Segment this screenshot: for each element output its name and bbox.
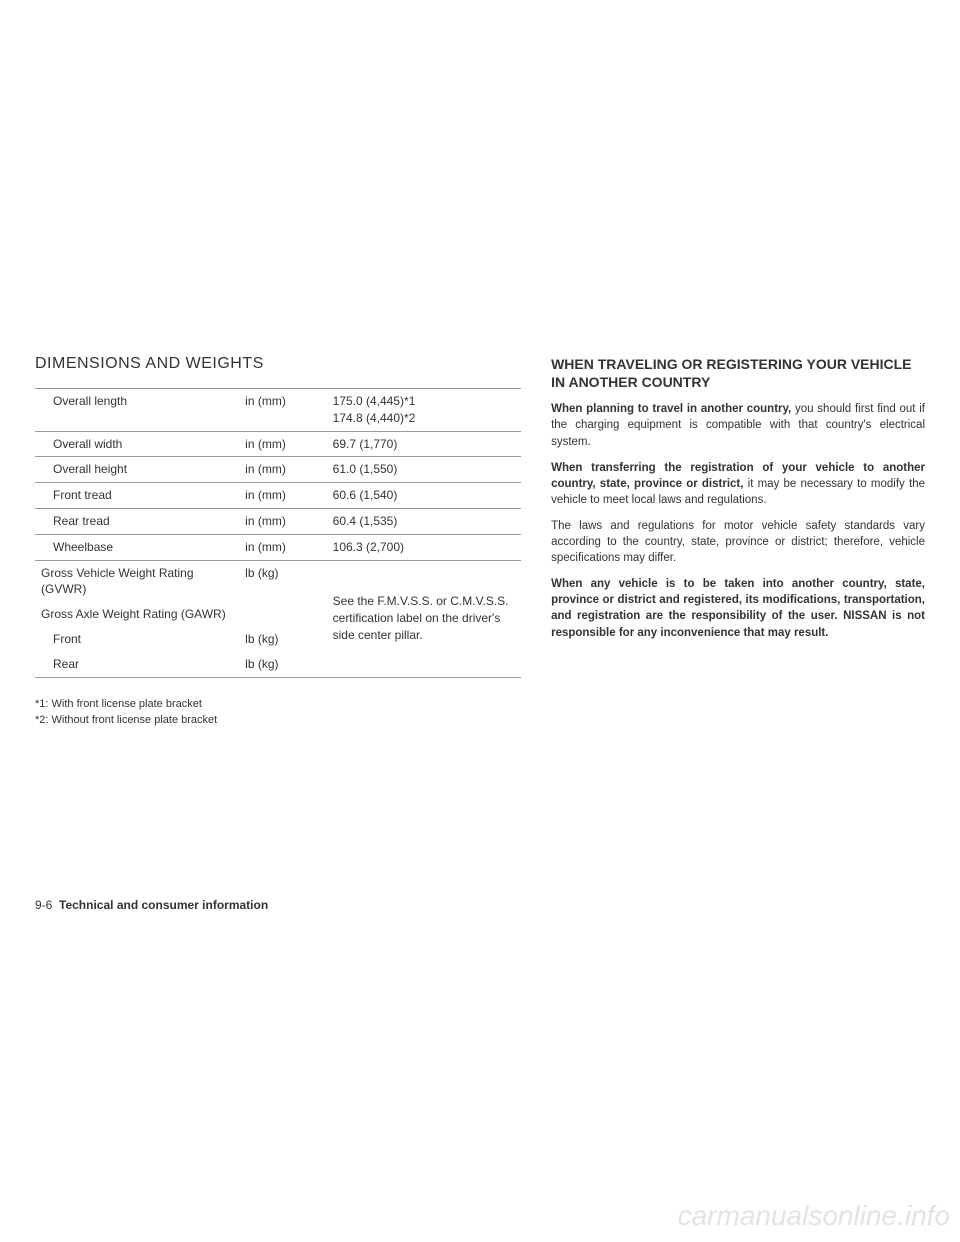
watermark: carmanualsonline.info xyxy=(678,1200,950,1232)
paragraph-1: When planning to travel in another count… xyxy=(551,401,925,449)
footnotes: *1: With front license plate bracket *2:… xyxy=(35,696,521,729)
row-unit: lb (kg) xyxy=(239,627,326,652)
row-value: 69.7 (1,770) xyxy=(327,431,521,457)
row-value: 60.4 (1,535) xyxy=(327,508,521,534)
table-row: Front tread in (mm) 60.6 (1,540) xyxy=(35,483,521,509)
row-unit: in (mm) xyxy=(239,389,326,432)
footnote-1: *1: With front license plate bracket xyxy=(35,696,521,713)
table-row: Wheelbase in (mm) 106.3 (2,700) xyxy=(35,534,521,560)
row-unit: lb (kg) xyxy=(239,652,326,677)
paragraph-1-bold: When planning to travel in another count… xyxy=(551,403,791,415)
row-unit: in (mm) xyxy=(239,431,326,457)
dimensions-heading: DIMENSIONS AND WEIGHTS xyxy=(35,355,521,373)
right-column: WHEN TRAVELING OR REGISTERING YOUR VEHIC… xyxy=(551,355,925,729)
row-value: 60.6 (1,540) xyxy=(327,483,521,509)
left-column: DIMENSIONS AND WEIGHTS Overall length in… xyxy=(35,355,521,729)
page-number-title: Technical and consumer information xyxy=(59,898,268,912)
row-unit: in (mm) xyxy=(239,508,326,534)
table-row: Gross Vehicle Weight Rating (GVWR) lb (k… xyxy=(35,560,521,602)
row-unit: in (mm) xyxy=(239,483,326,509)
row-unit: lb (kg) xyxy=(239,560,326,602)
table-row: Overall height in (mm) 61.0 (1,550) xyxy=(35,457,521,483)
row-unit xyxy=(239,602,326,627)
row-label: Rear xyxy=(35,652,239,677)
row-label: Rear tread xyxy=(35,508,239,534)
row-unit: in (mm) xyxy=(239,457,326,483)
travel-heading: WHEN TRAVELING OR REGISTERING YOUR VEHIC… xyxy=(551,355,925,391)
table-row: Rear tread in (mm) 60.4 (1,535) xyxy=(35,508,521,534)
row-label: Overall height xyxy=(35,457,239,483)
row-label: Overall width xyxy=(35,431,239,457)
dimensions-table: Overall length in (mm) 175.0 (4,445)*1 1… xyxy=(35,388,521,678)
paragraph-4-bold: When any vehicle is to be taken into ano… xyxy=(551,578,925,638)
row-value: 175.0 (4,445)*1 174.8 (4,440)*2 xyxy=(327,389,521,432)
footnote-2: *2: Without front license plate bracket xyxy=(35,712,521,729)
row-label: Gross Axle Weight Rating (GAWR) xyxy=(35,602,239,627)
table-row: Overall length in (mm) 175.0 (4,445)*1 1… xyxy=(35,389,521,432)
row-label: Overall length xyxy=(35,389,239,432)
row-note: See the F.M.V.S.S. or C.M.V.S.S. certifi… xyxy=(327,560,521,677)
row-label: Front tread xyxy=(35,483,239,509)
row-label: Wheelbase xyxy=(35,534,239,560)
row-unit: in (mm) xyxy=(239,534,326,560)
row-value: 106.3 (2,700) xyxy=(327,534,521,560)
paragraph-2: When transferring the registration of yo… xyxy=(551,460,925,508)
paragraph-3: The laws and regulations for motor vehic… xyxy=(551,518,925,566)
page-number-prefix: 9-6 xyxy=(35,898,52,912)
table-row: Overall width in (mm) 69.7 (1,770) xyxy=(35,431,521,457)
page-number: 9-6 Technical and consumer information xyxy=(35,898,268,912)
paragraph-4: When any vehicle is to be taken into ano… xyxy=(551,576,925,640)
row-value: 61.0 (1,550) xyxy=(327,457,521,483)
row-label: Gross Vehicle Weight Rating (GVWR) xyxy=(35,560,239,602)
row-label: Front xyxy=(35,627,239,652)
